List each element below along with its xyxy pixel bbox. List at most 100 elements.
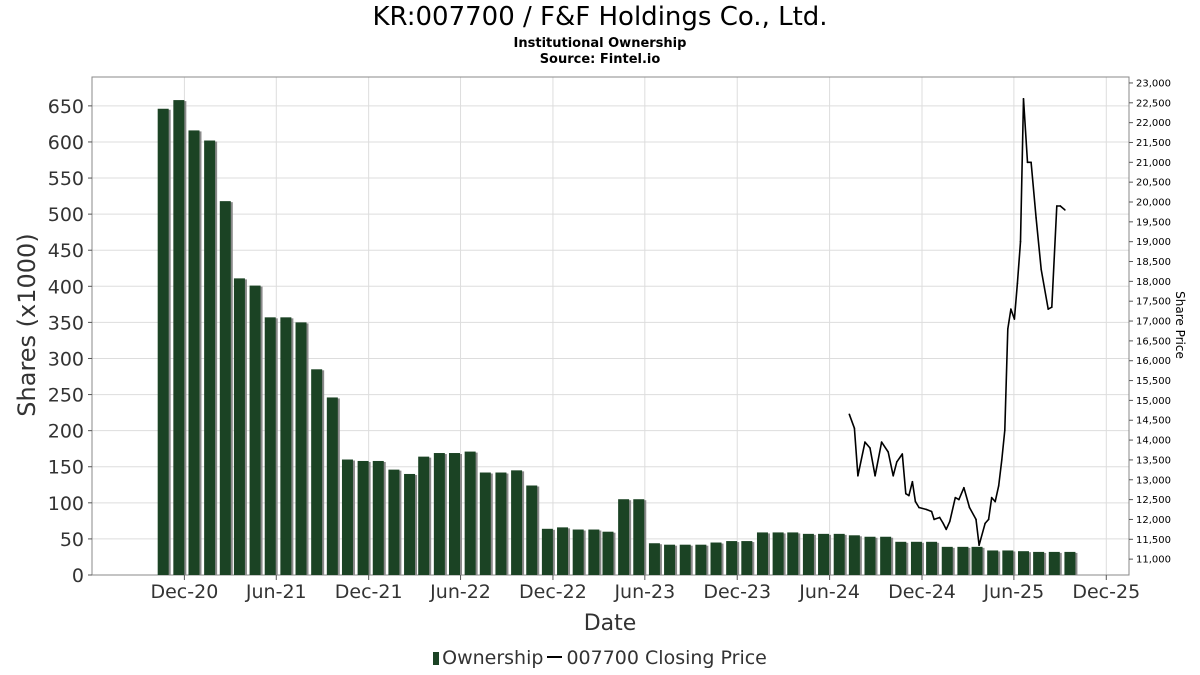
ownership-bar	[864, 536, 876, 575]
ownership-bar	[1048, 551, 1060, 575]
ownership-bar	[479, 472, 491, 575]
ownership-bar	[756, 532, 768, 575]
price-point	[975, 518, 977, 521]
price-point	[857, 474, 859, 477]
price-point	[1064, 209, 1066, 211]
x-tick-label: Jun-24	[798, 581, 860, 603]
y-tick-label: 450	[48, 240, 84, 262]
y-tick-label: 500	[48, 204, 84, 226]
y-tick-label: 650	[48, 96, 84, 118]
y-tick-label: 300	[48, 348, 84, 370]
ownership-bar	[157, 108, 169, 575]
ownership-bar	[971, 546, 983, 575]
y2-axis-label: Share Price	[1173, 291, 1187, 359]
ownership-bar	[280, 317, 292, 575]
ownership-bar	[926, 541, 938, 575]
x-tick-label: Dec-25	[1072, 581, 1140, 603]
price-point	[880, 441, 883, 443]
y-tick-label: 0	[72, 565, 84, 587]
price-point	[945, 528, 948, 531]
y2-tick-label: 17,500	[1136, 297, 1171, 308]
ownership-bar	[418, 456, 430, 575]
ownership-bar	[1033, 551, 1045, 575]
x-tick-label: Jun-25	[983, 581, 1045, 603]
y2-tick-label: 18,500	[1136, 257, 1171, 268]
price-point	[997, 484, 1000, 487]
ownership-bar	[741, 541, 753, 575]
price-point	[864, 441, 866, 443]
y2-tick-label: 15,000	[1136, 396, 1171, 407]
price-point	[848, 413, 851, 416]
y2-tick-label: 22,500	[1136, 98, 1171, 109]
y2-tick-label: 14,500	[1136, 416, 1171, 427]
ownership-bar	[941, 546, 953, 575]
price-point	[869, 447, 871, 449]
ownership-bar	[1064, 551, 1076, 575]
plot-frame	[91, 76, 1130, 576]
price-point	[1030, 161, 1032, 164]
ownership-bar	[557, 527, 569, 575]
ownership-bar	[802, 533, 814, 575]
y2-tick-label: 13,000	[1136, 475, 1171, 486]
ownership-bar	[249, 285, 261, 575]
ownership-bar	[572, 529, 584, 575]
y2-tick-label: 12,000	[1136, 515, 1171, 526]
y2-tick-label: 14,000	[1136, 436, 1171, 447]
y2-tick-label: 11,500	[1136, 535, 1171, 546]
ownership-bar	[204, 140, 216, 575]
x-tick-label: Jun-23	[613, 581, 675, 603]
ownership-bar	[357, 460, 369, 575]
ownership-bar	[464, 451, 476, 575]
legend-price: 007700 Closing Price	[566, 647, 767, 669]
ownership-bar	[880, 536, 892, 575]
price-point	[1013, 318, 1016, 320]
ownership-bar	[326, 397, 338, 575]
price-point	[958, 498, 960, 501]
ownership-legend-swatch	[433, 652, 440, 665]
ownership-bar	[910, 541, 922, 575]
ownership-bar	[710, 542, 722, 575]
y-tick-label: 250	[48, 385, 84, 407]
price-point	[895, 461, 898, 463]
price-point	[1007, 328, 1009, 330]
ownership-bar	[311, 369, 323, 575]
y2-tick-label: 21,000	[1136, 158, 1171, 169]
y-tick-label: 350	[48, 312, 84, 334]
y-tick-label: 200	[48, 421, 84, 443]
y2-tick-label: 16,500	[1136, 336, 1171, 347]
y2-tick-label: 19,500	[1136, 217, 1171, 228]
price-point	[911, 480, 914, 483]
price-point	[1026, 161, 1029, 164]
ownership-bar	[541, 528, 553, 575]
x-axis-label: Date	[584, 611, 637, 636]
price-point	[905, 492, 907, 495]
ownership-bar	[895, 541, 907, 575]
x-tick-label: Dec-24	[888, 581, 956, 603]
y2-tick-label: 11,000	[1136, 555, 1171, 566]
ownership-bar	[787, 532, 799, 575]
ownership-bar	[695, 544, 707, 575]
ownership-bar	[664, 544, 676, 575]
ownership-bar	[388, 469, 400, 575]
ownership-bar	[818, 533, 830, 575]
price-point	[942, 522, 945, 525]
price-point	[1047, 308, 1050, 310]
ownership-bar	[987, 550, 999, 575]
price-legend-swatch	[547, 656, 563, 658]
y2-tick-label: 18,000	[1136, 277, 1171, 288]
legend: Ownership 007700 Closing Price	[0, 647, 1200, 669]
y2-tick-label: 19,000	[1136, 237, 1171, 248]
price-point	[1035, 217, 1037, 219]
y-tick-label: 100	[48, 493, 84, 515]
price-point	[1059, 205, 1062, 207]
y2-tick-label: 23,000	[1136, 78, 1171, 89]
price-point	[987, 518, 990, 521]
y2-tick-label: 16,000	[1136, 356, 1171, 367]
ownership-bar	[633, 499, 645, 575]
y-axis-label: Shares (x1000)	[13, 233, 41, 416]
price-point	[954, 496, 957, 499]
price-point	[918, 506, 920, 509]
y2-tick-label: 20,000	[1136, 197, 1171, 208]
ownership-bar	[295, 322, 307, 575]
price-point	[853, 427, 856, 429]
